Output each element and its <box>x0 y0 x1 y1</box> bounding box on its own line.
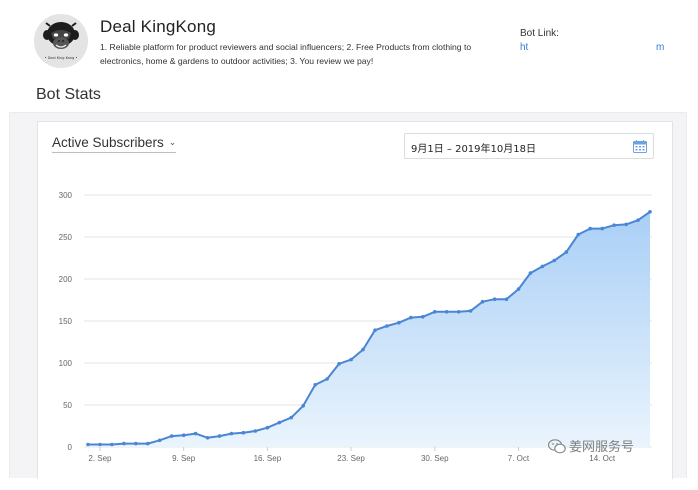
calendar-icon[interactable] <box>633 140 647 158</box>
data-point <box>480 299 485 304</box>
data-point <box>456 310 461 314</box>
data-point <box>564 250 569 254</box>
data-point <box>409 315 413 320</box>
data-point <box>468 309 473 313</box>
data-point <box>193 431 198 436</box>
gorilla-logo-icon <box>34 14 88 68</box>
data-point <box>504 297 509 301</box>
data-point <box>169 434 174 438</box>
wechat-watermark: 姜网服务号 <box>547 436 635 458</box>
y-tick-label: 50 <box>63 401 72 410</box>
bot-description: 1. Reliable platform for product reviewe… <box>100 42 472 66</box>
y-tick-label: 250 <box>59 233 73 242</box>
series-line <box>88 210 651 446</box>
data-point <box>600 226 604 231</box>
data-point <box>146 441 150 446</box>
data-point <box>289 415 294 420</box>
data-point <box>648 210 652 214</box>
data-point <box>349 357 353 362</box>
data-point <box>301 404 306 408</box>
series-area <box>88 211 650 447</box>
data-point <box>624 222 628 227</box>
data-point <box>157 438 162 443</box>
data-point <box>241 430 246 435</box>
data-point <box>361 347 365 352</box>
data-point <box>134 441 138 446</box>
stats-card: 0 50 100 150 200 250 300 2. Sep 9. Sep 16. Sep 23.… <box>37 121 673 479</box>
data-point <box>588 226 592 231</box>
data-point <box>122 441 126 446</box>
avatar-caption: • Deal King Kong • <box>44 56 78 60</box>
data-point <box>181 433 186 438</box>
data-point <box>277 420 282 425</box>
x-tick-label: 14. Oct <box>589 454 616 463</box>
data-point <box>528 271 533 275</box>
date-range-picker[interactable]: 9月1日 – 2019年10月18日 <box>404 133 654 159</box>
data-point <box>516 287 521 291</box>
date-range-text: 9月1日 – 2019年10月18日 <box>411 144 536 155</box>
data-point <box>397 320 401 325</box>
watermark-text: 姜网服务号 <box>569 440 635 455</box>
bot-link-tail[interactable]: m <box>656 42 665 53</box>
data-point <box>110 442 114 447</box>
x-tick-label: 30. Sep <box>421 454 449 463</box>
data-point <box>98 442 102 447</box>
data-point <box>217 434 222 438</box>
x-tick-label: 23. Sep <box>337 454 365 463</box>
data-point <box>229 431 234 436</box>
x-tick-label: 2. Sep <box>88 454 112 463</box>
x-tick-label: 9. Sep <box>172 454 196 463</box>
data-point <box>492 297 497 301</box>
data-point <box>576 232 581 237</box>
x-tick-label: 7. Oct <box>508 454 530 463</box>
data-point <box>337 362 341 366</box>
metric-dropdown[interactable]: Active Subscribers ⌄ <box>52 135 177 153</box>
chart-area: 0 50 100 150 200 250 300 2. Sep 9. Sep 16. Sep 23.… <box>38 122 674 480</box>
y-tick-label: 300 <box>59 191 73 200</box>
data-point <box>636 218 640 222</box>
y-tick-label: 100 <box>59 359 73 368</box>
data-point <box>265 425 270 430</box>
data-point <box>86 442 90 447</box>
bot-link-label: Bot Link: <box>520 28 559 39</box>
wechat-icon <box>547 439 566 458</box>
metric-label: Active Subscribers <box>52 135 164 150</box>
subscribers-chart: 0 50 100 150 200 250 300 2. Sep 9. Sep 16. Sep 23.… <box>59 191 652 463</box>
stats-panel: 0 50 100 150 200 250 300 2. Sep 9. Sep 16. Sep 23.… <box>9 112 687 479</box>
data-point <box>313 383 318 387</box>
bot-name: Deal KingKong <box>100 17 217 36</box>
x-tick-label: 16. Sep <box>254 454 282 463</box>
data-point <box>433 310 437 314</box>
data-point <box>325 377 329 381</box>
data-point <box>373 328 377 332</box>
bot-link[interactable]: ht <box>520 42 529 53</box>
y-tick-label: 200 <box>59 275 73 284</box>
bot-avatar: • Deal King Kong • <box>34 14 88 68</box>
y-tick-label: 0 <box>68 443 73 452</box>
data-point <box>612 223 616 227</box>
data-point <box>444 310 449 314</box>
bot-header: • Deal King Kong • Deal KingKong 1. Reli… <box>32 12 672 74</box>
data-point <box>540 264 545 269</box>
data-point <box>205 436 210 440</box>
data-point <box>421 315 425 319</box>
data-point <box>385 324 389 328</box>
section-title: Bot Stats <box>36 86 101 103</box>
chevron-down-icon: ⌄ <box>168 137 177 147</box>
y-tick-label: 150 <box>59 317 73 326</box>
data-point <box>253 429 258 433</box>
data-point <box>552 258 557 263</box>
